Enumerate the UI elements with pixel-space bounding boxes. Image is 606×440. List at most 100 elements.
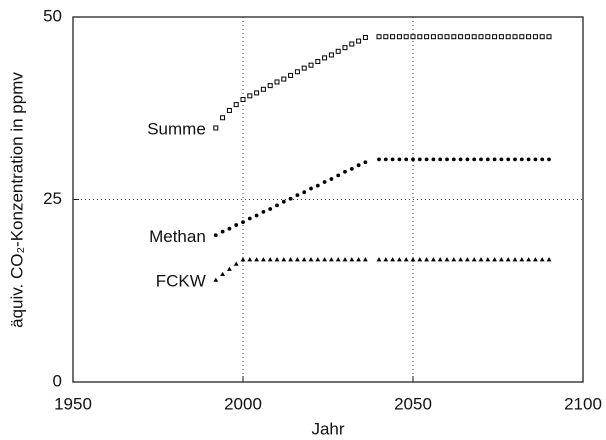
data-point [431,157,436,162]
data-point [513,157,517,162]
data-point [267,257,273,262]
data-point [451,157,456,162]
data-point [478,34,484,40]
data-point [363,257,368,262]
data-point [356,257,361,262]
data-point [281,199,286,204]
series-label: FCKW [156,271,206,290]
x-tick-label: 2050 [394,394,432,413]
data-point [322,257,327,262]
data-point [438,157,443,162]
data-point [309,186,313,191]
data-point [506,157,511,162]
data-point [417,257,423,262]
data-point [499,157,504,162]
data-point [383,34,389,40]
data-point [220,115,226,121]
data-point [472,157,477,162]
data-point [233,261,239,266]
data-point [396,34,402,40]
data-point [547,157,551,162]
data-point [424,34,430,40]
data-point [274,257,280,262]
data-point [267,83,273,89]
data-point [329,177,334,181]
y-tick-label: 0 [53,371,62,390]
data-point [526,157,531,162]
data-point [349,166,354,171]
data-point [349,41,355,47]
data-point [261,210,266,214]
data-point [403,34,409,40]
data-point [492,157,497,162]
data-point [526,257,531,262]
data-point [390,157,395,162]
data-point [349,257,355,262]
series-label: Methan [149,227,206,246]
data-point [505,34,511,40]
data-point [546,34,552,40]
data-point [241,220,245,225]
data-point [254,257,259,262]
data-point [485,157,490,162]
data-point [377,157,381,162]
data-point [458,34,464,40]
data-point [533,257,538,262]
data-point [478,257,484,262]
data-point [390,34,396,40]
data-point [519,157,524,162]
data-point [479,157,483,162]
data-point [465,257,470,262]
series-label: Summe [147,119,206,138]
data-point [451,257,457,262]
data-point [281,257,287,262]
data-point [343,169,347,174]
data-point [363,160,368,165]
data-point [213,233,218,238]
data-point [329,257,334,262]
data-point [233,102,239,108]
data-point [362,34,368,40]
data-point [213,125,219,131]
data-point [328,52,334,58]
data-point [533,157,538,162]
x-axis-label: Jahr [311,419,344,438]
data-point [471,257,477,262]
data-point [444,34,450,40]
data-point [288,196,293,201]
data-point [445,157,449,162]
data-point [302,190,307,195]
data-point [260,86,266,92]
data-point [254,213,259,218]
data-point [301,257,307,262]
data-point [431,257,436,262]
data-point [437,34,443,40]
data-point [247,93,253,99]
data-point [295,257,300,262]
data-point [227,226,232,231]
data-point [430,34,436,40]
data-point [288,72,294,78]
y-tick-label: 50 [43,6,62,25]
data-point [376,34,382,40]
data-point [519,257,525,262]
data-point [234,223,239,227]
y-tick-label: 25 [43,189,62,208]
data-point [532,34,538,40]
data-point [492,34,498,40]
data-point [342,257,348,262]
y-axis-label: äquiv. CO₂-Konzentration in ppmv [7,72,26,328]
data-point [322,55,328,61]
data-point [505,257,511,262]
data-point [465,157,470,162]
data-point [322,180,327,184]
data-point [512,34,518,40]
data-point [288,257,293,262]
data-point [410,257,416,262]
data-point [437,257,443,262]
data-point [539,34,545,40]
data-point [411,157,415,162]
data-point [240,96,246,102]
data-point [308,257,314,262]
